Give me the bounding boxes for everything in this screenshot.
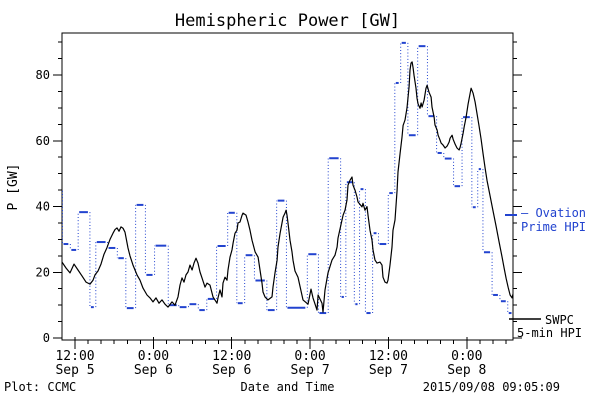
x-axis-label: Date and Time [240,380,335,394]
x-tick-date-label: Sep 5 [55,363,94,378]
y-tick-label: 0 [43,331,50,345]
x-tick-time-label: 12:00 [212,349,251,364]
x-tick-time-label: 12:00 [55,349,94,364]
y-tick-label: 80 [36,68,50,82]
legend-swpc-line2: 5-min HPI [517,326,583,340]
plot-timestamp: 2015/09/08 09:05:09 [422,380,560,394]
x-tick-date-label: Sep 6 [134,363,173,378]
x-tick-time-label: 0:00 [451,349,482,364]
legend-ovation-label: – Ovation Prime HPI [521,206,586,234]
axis-ticks [53,41,522,349]
swpc-line [62,61,513,313]
x-tick-date-label: Sep 6 [212,363,251,378]
y-tick-label: 40 [36,200,50,214]
plot-frame [61,32,514,341]
x-tick-time-label: 12:00 [369,349,408,364]
x-tick-time-label: 0:00 [294,349,325,364]
x-tick-time-label: 0:00 [138,349,169,364]
y-tick-label: 20 [36,265,50,279]
plot-source-label: Plot: CCMC [4,380,77,394]
x-tick-date-label: Sep 7 [291,363,330,378]
legend-ovation-line1: – Ovation [521,206,587,220]
y-tick-label: 60 [36,134,50,148]
ovation-prime-series [62,41,512,315]
x-tick-date-label: Sep 8 [447,363,486,378]
chart-title: Hemispheric Power [GW] [174,11,401,31]
legend-swpc-line1: SWPC [545,313,574,327]
y-axis-label: P [GW] [6,163,21,211]
plot-border [61,32,514,341]
legend-markers [505,214,541,320]
swpc-series [62,61,513,313]
x-tick-date-label: Sep 7 [369,363,408,378]
legend-ovation-line2: Prime HPI [521,220,587,234]
